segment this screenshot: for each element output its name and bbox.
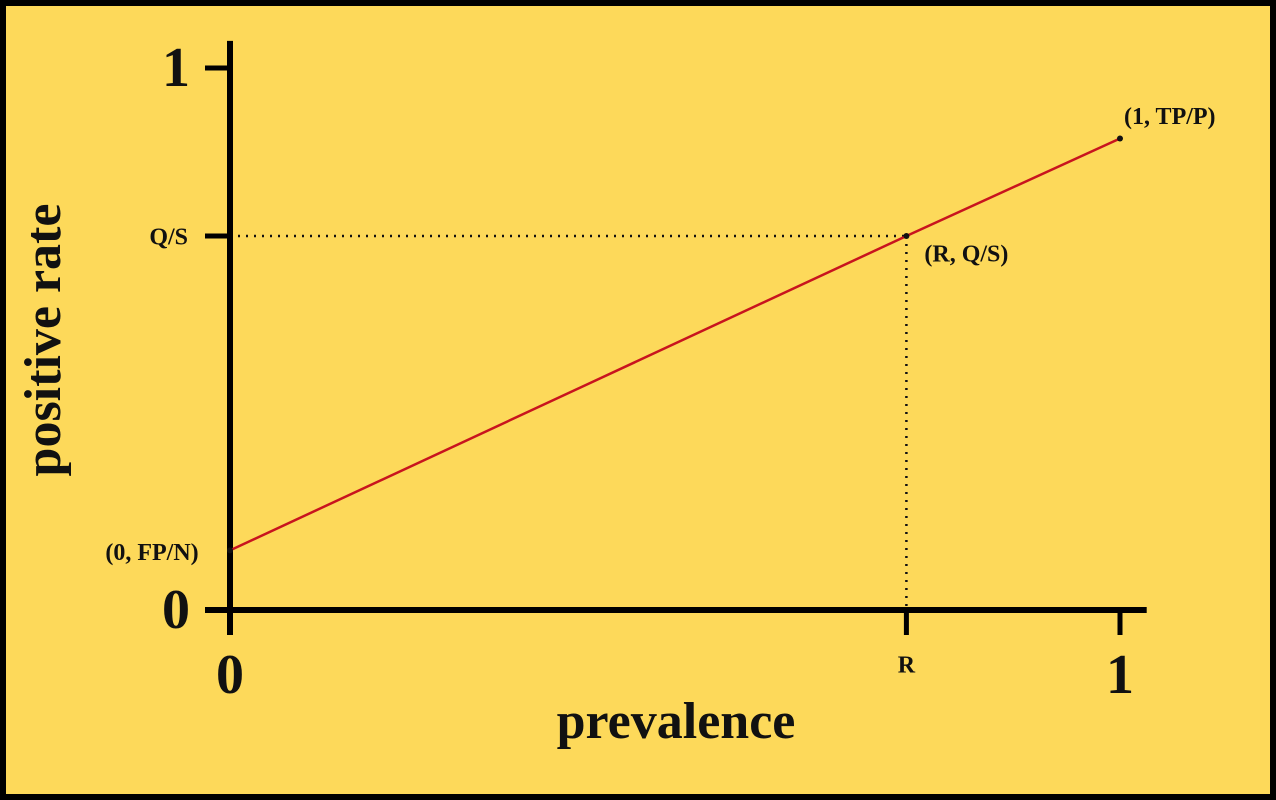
- x-tick-label: 1: [1106, 644, 1134, 706]
- point: [227, 547, 233, 554]
- point-label: (1, TP/P): [1124, 104, 1216, 130]
- y-tick-label: 1: [162, 37, 190, 99]
- y-tick-label: 0: [162, 579, 190, 641]
- point-label: (0, FP/N): [105, 540, 198, 566]
- point-label: (R, Q/S): [924, 242, 1008, 268]
- y-tick-label: Q/S: [149, 225, 188, 251]
- point: [1117, 135, 1123, 142]
- x-tick-label: 0: [216, 644, 244, 706]
- point: [903, 233, 910, 240]
- x-axis-label: prevalence: [557, 693, 796, 750]
- x-tick-label: R: [898, 653, 916, 679]
- y-axis-label: positive rate: [15, 204, 72, 477]
